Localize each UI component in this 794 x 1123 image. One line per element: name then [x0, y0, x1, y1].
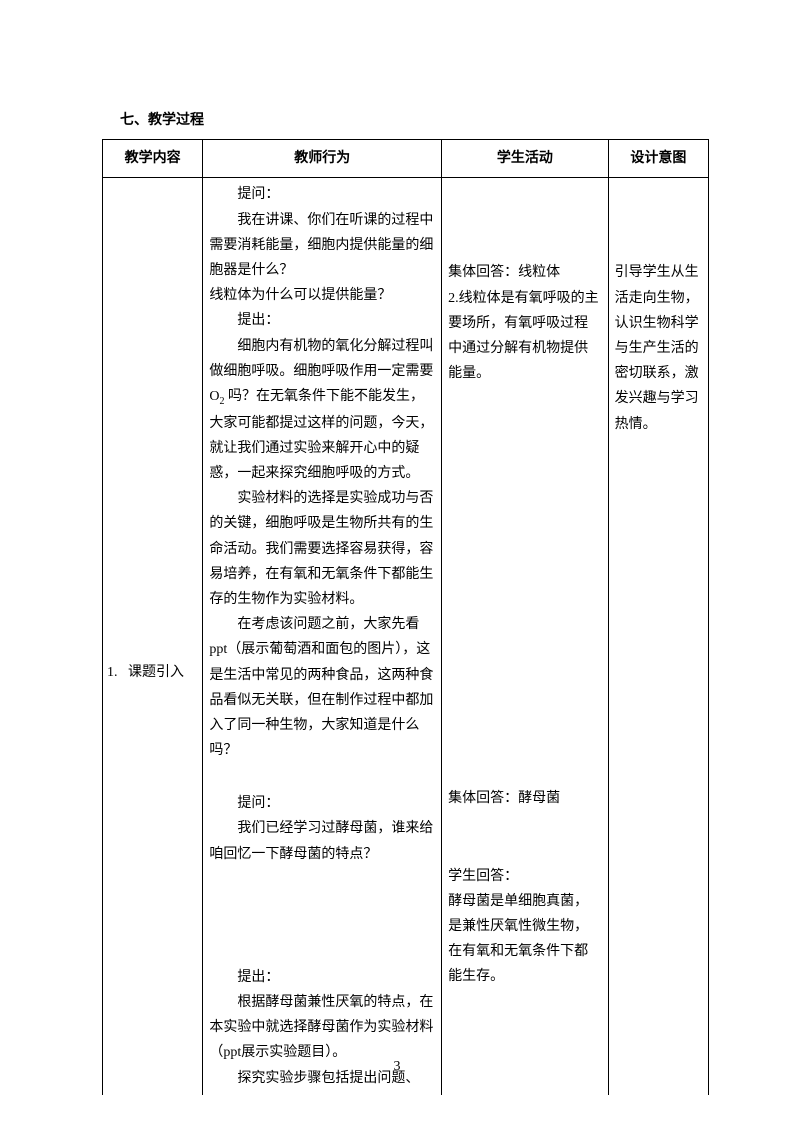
- student-para: 2.线粒体是有氧呼吸的主要场所，有氧呼吸过程中通过分解有机物提供能量。: [448, 286, 602, 387]
- teacher-para: 细胞内有机物的氧化分解过程叫做细胞呼吸。细胞呼吸作用一定需要 O2 吗？在无氧条…: [209, 334, 435, 487]
- header-purpose: 设计意图: [608, 140, 708, 178]
- cell-content: 1.课题引入: [103, 178, 203, 1095]
- cell-student: 集体回答：线粒体 2.线粒体是有氧呼吸的主要场所，有氧呼吸过程中通过分解有机物提…: [442, 178, 609, 1095]
- cell-teacher: 提问： 我在讲课、你们在听课的过程中需要消耗能量，细胞内提供能量的细胞器是什么？…: [203, 178, 442, 1095]
- row-title: 课题引入: [128, 665, 184, 680]
- teacher-para: 实验材料的选择是实验成功与否的关键，细胞呼吸是生物所共有的生命活动。我们需要选择…: [209, 486, 435, 612]
- teacher-para: 线粒体为什么可以提供能量？: [209, 283, 435, 308]
- header-student: 学生活动: [442, 140, 609, 178]
- teacher-para: 提出：: [209, 308, 435, 333]
- teacher-para: 提问：: [209, 791, 435, 816]
- student-para: 酵母菌是单细胞真菌，是兼性厌氧性微生物，在有氧和无氧条件下都能生存。: [448, 889, 602, 990]
- teacher-para: 我在讲课、你们在听课的过程中需要消耗能量，细胞内提供能量的细胞器是什么？: [209, 208, 435, 284]
- table-row: 1.课题引入 提问： 我在讲课、你们在听课的过程中需要消耗能量，细胞内提供能量的…: [103, 178, 709, 1095]
- header-teacher: 教师行为: [203, 140, 442, 178]
- teacher-para: 我们已经学习过酵母菌，谁来给咱回忆一下酵母菌的特点？: [209, 816, 435, 866]
- row-number: 1.: [107, 660, 128, 685]
- student-para: 学生回答：: [448, 864, 602, 889]
- teacher-para: 提出：: [209, 965, 435, 990]
- purpose-para: 引导学生从生活走向生物，认识生物科学与生产生活的密切联系，激发兴趣与学习热情。: [615, 260, 702, 436]
- teacher-para: 在考虑该问题之前，大家先看ppt（展示葡萄酒和面包的图片），这是生活中常见的两种…: [209, 612, 435, 763]
- student-para: 集体回答：酵母菌: [448, 786, 602, 811]
- header-content: 教学内容: [103, 140, 203, 178]
- section-title: 七、教学过程: [102, 108, 709, 133]
- teaching-process-table: 教学内容 教师行为 学生活动 设计意图 1.课题引入 提问： 我在讲课、你们在听…: [102, 139, 709, 1095]
- page-number: 3: [0, 1054, 794, 1079]
- student-para: 集体回答：线粒体: [448, 260, 602, 285]
- cell-purpose: 引导学生从生活走向生物，认识生物科学与生产生活的密切联系，激发兴趣与学习热情。: [608, 178, 708, 1095]
- teacher-para: 提问：: [209, 182, 435, 207]
- table-header-row: 教学内容 教师行为 学生活动 设计意图: [103, 140, 709, 178]
